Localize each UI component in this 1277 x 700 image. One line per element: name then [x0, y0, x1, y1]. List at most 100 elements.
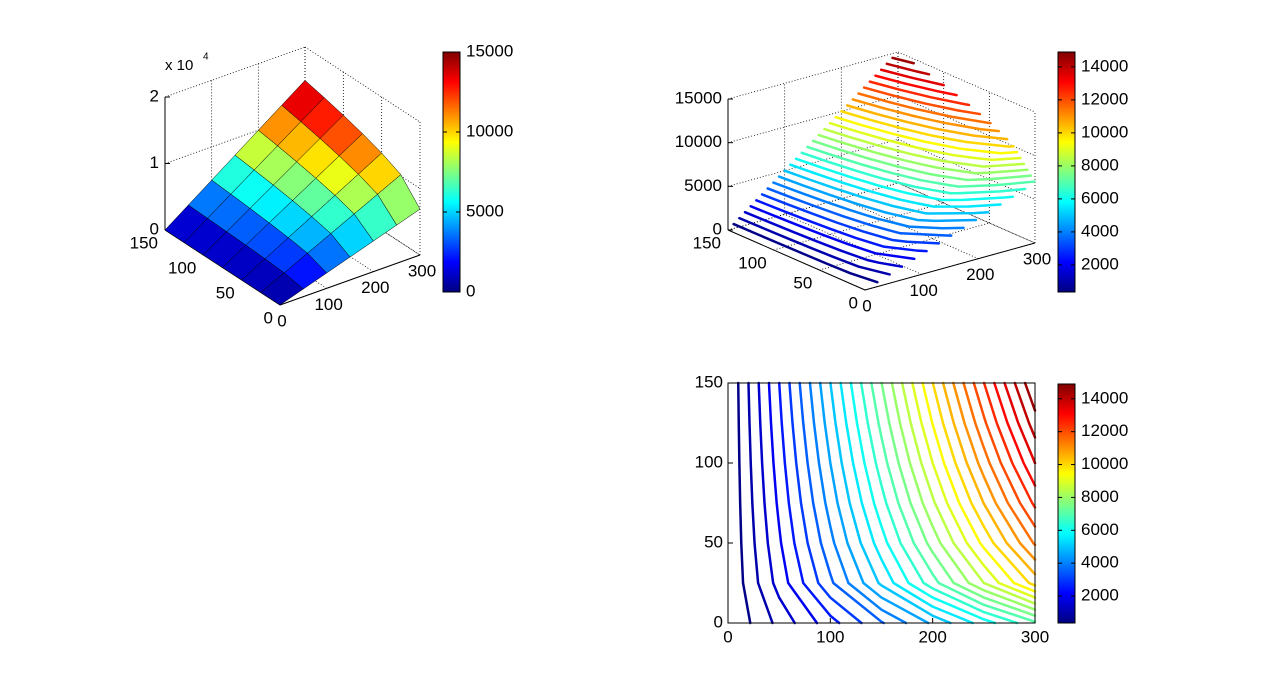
colorbar-tick-label: 8000 — [1081, 155, 1119, 174]
contour-line — [851, 98, 1001, 133]
contour-line — [736, 381, 752, 625]
surface-patch — [260, 272, 304, 306]
colorbar-tick-label: 6000 — [1081, 188, 1119, 207]
grid-line — [304, 46, 421, 123]
x-tick-label: 100 — [909, 281, 937, 300]
y-tick-label: 50 — [704, 532, 723, 551]
contour-line — [859, 381, 1019, 625]
contour-line — [1013, 381, 1037, 439]
colorbar-tick-label: 10000 — [1081, 122, 1128, 141]
colorbar-tick-label: 0 — [466, 281, 475, 300]
x-tick-label: 300 — [1021, 627, 1049, 646]
contour-line — [849, 381, 997, 625]
x-tick-label: 300 — [408, 261, 436, 280]
x-tick-label: 0 — [723, 627, 732, 646]
grid-line — [897, 95, 1036, 157]
contour-line — [921, 381, 1037, 593]
contour-line — [757, 381, 796, 625]
contour-line — [798, 381, 885, 625]
contour-line — [738, 216, 891, 276]
contour-line — [870, 381, 1037, 624]
contour-line — [817, 133, 1029, 175]
contour-line — [885, 62, 931, 76]
z-tick-label: 0 — [150, 219, 159, 238]
colorbar — [1057, 51, 1076, 293]
contour-line — [962, 381, 1037, 547]
x-tick-label: 200 — [966, 265, 994, 284]
z-tick-label: 15000 — [675, 88, 722, 107]
contour-line — [952, 381, 1037, 561]
contour-line — [972, 381, 1037, 528]
grid-line — [897, 51, 1036, 113]
contour-line — [982, 381, 1037, 509]
colorbar-tick-label: 2000 — [1081, 254, 1119, 273]
colorbar-tick-label: 10000 — [1081, 454, 1128, 473]
x-tick-label: 0 — [277, 311, 286, 330]
z-tick-label: 2 — [150, 86, 159, 105]
contour-line — [755, 199, 928, 253]
contour-line — [806, 145, 1036, 188]
contour-line — [891, 56, 915, 65]
contour-line — [767, 381, 819, 625]
colorbar-tick-label: 2000 — [1081, 586, 1119, 605]
contour-line — [749, 205, 916, 261]
contour-line — [993, 381, 1037, 487]
colorbar-tick-label: 6000 — [1081, 520, 1119, 539]
contour-line — [777, 381, 841, 625]
contour-line — [868, 80, 971, 107]
contour-line — [811, 139, 1033, 182]
grid-line — [897, 182, 1036, 244]
y-tick-label: 100 — [695, 452, 723, 471]
contour-line — [890, 381, 1037, 611]
contour-line — [931, 381, 1037, 587]
contour-line — [857, 92, 992, 125]
contour-line — [732, 222, 879, 284]
contour-line — [834, 115, 1019, 155]
x-tick-label: 300 — [1023, 249, 1051, 268]
x-tick-label: 100 — [314, 295, 342, 314]
contour-line — [794, 157, 1015, 202]
colorbar-tick-label: 5000 — [466, 201, 504, 220]
colorbar-tick-label: 10000 — [466, 121, 513, 140]
axis-line — [279, 254, 421, 306]
y-tick-label: 100 — [168, 258, 196, 277]
contour-line — [874, 74, 958, 97]
contour-line — [800, 151, 1027, 195]
colorbar-tick-label: 4000 — [1081, 553, 1119, 572]
contour-line — [772, 181, 965, 230]
axis-line — [864, 242, 1036, 291]
contour-line — [783, 169, 990, 215]
grid-line — [164, 46, 306, 98]
contour-line — [743, 210, 904, 268]
contour-line — [818, 381, 930, 625]
contour-line — [879, 68, 945, 87]
colorbar — [1057, 383, 1076, 624]
colorbar-tick-label: 4000 — [1081, 221, 1119, 240]
colorbar-tick-label: 12000 — [1081, 89, 1128, 108]
x-tick-label: 100 — [816, 627, 844, 646]
z-tick-label: 0 — [713, 219, 722, 238]
contour-line — [839, 381, 974, 625]
z-tick-label: 1 — [150, 153, 159, 172]
z-exponent: x 10 — [165, 57, 193, 74]
z-exponent-power: 4 — [203, 52, 209, 63]
colorbar-tick-label: 14000 — [1081, 388, 1128, 407]
contour-line — [941, 381, 1037, 576]
z-tick-label: 10000 — [675, 132, 722, 151]
contour-line — [789, 163, 1002, 208]
colorbar-tick-label: 14000 — [1081, 56, 1128, 75]
colorbar-tick-label: 15000 — [466, 41, 513, 60]
contour-line — [777, 175, 978, 223]
contour-line — [828, 121, 1022, 162]
y-tick-label: 50 — [216, 283, 235, 302]
grid-line — [841, 198, 979, 260]
contour-line — [829, 381, 952, 625]
y-tick-label: 100 — [738, 253, 766, 272]
axes-box — [727, 382, 1036, 624]
colorbar-tick-label: 8000 — [1081, 487, 1119, 506]
y-tick-label: 150 — [695, 372, 723, 391]
contour-line — [747, 381, 774, 625]
y-tick-label: 50 — [793, 273, 812, 292]
y-tick-label: 150 — [130, 233, 158, 252]
